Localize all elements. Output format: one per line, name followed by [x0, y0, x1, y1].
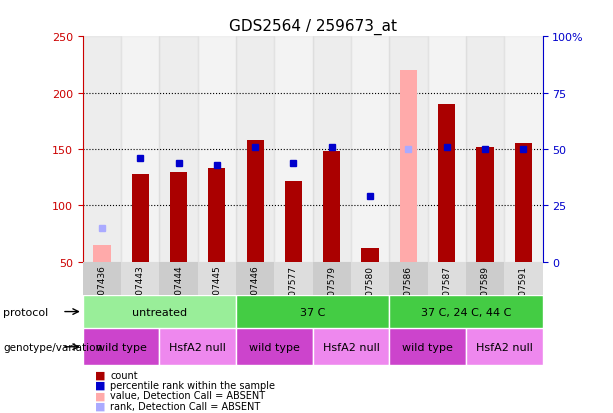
Text: GSM107446: GSM107446	[251, 265, 260, 320]
Bar	[351, 37, 389, 262]
Text: ■: ■	[95, 401, 105, 411]
Text: wild type: wild type	[96, 342, 147, 352]
Text: GSM107580: GSM107580	[365, 265, 375, 320]
Bar	[132, 174, 149, 262]
Text: count: count	[110, 370, 138, 380]
Bar	[389, 328, 466, 366]
Text: GSM107443: GSM107443	[135, 265, 145, 320]
Bar	[246, 141, 264, 262]
Bar	[323, 152, 340, 262]
Text: GSM107577: GSM107577	[289, 265, 298, 320]
Text: GSM107591: GSM107591	[519, 265, 528, 320]
Bar	[285, 181, 302, 262]
Bar	[197, 37, 236, 262]
Bar	[236, 262, 275, 295]
Bar	[438, 105, 455, 262]
Text: HsfA2 null: HsfA2 null	[476, 342, 533, 352]
Text: genotype/variation: genotype/variation	[3, 342, 102, 352]
Text: HsfA2 null: HsfA2 null	[169, 342, 226, 352]
Text: GSM107445: GSM107445	[212, 265, 221, 320]
Text: value, Detection Call = ABSENT: value, Detection Call = ABSENT	[110, 390, 265, 400]
Bar	[389, 262, 428, 295]
Bar	[466, 37, 504, 262]
Bar	[93, 245, 110, 262]
Bar	[236, 37, 275, 262]
Bar	[159, 328, 236, 366]
Text: wild type: wild type	[249, 342, 300, 352]
Text: GSM107436: GSM107436	[97, 265, 107, 320]
Bar	[515, 144, 532, 262]
Bar	[428, 37, 466, 262]
Bar	[389, 295, 543, 328]
Text: ■: ■	[95, 380, 105, 390]
Bar	[159, 37, 197, 262]
Bar	[121, 262, 159, 295]
Bar	[83, 295, 236, 328]
Bar	[83, 328, 159, 366]
Title: GDS2564 / 259673_at: GDS2564 / 259673_at	[229, 18, 397, 34]
Bar	[504, 37, 543, 262]
Bar	[351, 262, 389, 295]
Text: wild type: wild type	[402, 342, 453, 352]
Bar	[197, 262, 236, 295]
Bar	[83, 37, 121, 262]
Text: ■: ■	[95, 390, 105, 400]
Text: untreated: untreated	[132, 307, 187, 317]
Bar	[400, 71, 417, 262]
Bar	[466, 328, 543, 366]
Bar	[389, 37, 428, 262]
Text: ■: ■	[95, 370, 105, 380]
Bar	[313, 37, 351, 262]
Bar	[159, 262, 197, 295]
Bar	[313, 262, 351, 295]
Bar	[170, 172, 187, 262]
Bar	[236, 328, 313, 366]
Bar	[476, 147, 493, 262]
Bar	[121, 37, 159, 262]
Bar	[275, 262, 313, 295]
Bar	[313, 328, 389, 366]
Text: protocol: protocol	[3, 307, 48, 317]
Bar	[275, 37, 313, 262]
Text: GSM107589: GSM107589	[481, 265, 490, 320]
Text: GSM107586: GSM107586	[404, 265, 413, 320]
Bar	[236, 295, 389, 328]
Bar	[466, 262, 504, 295]
Text: GSM107587: GSM107587	[442, 265, 451, 320]
Text: GSM107579: GSM107579	[327, 265, 337, 320]
Bar	[362, 249, 379, 262]
Text: HsfA2 null: HsfA2 null	[322, 342, 379, 352]
Text: GSM107444: GSM107444	[174, 265, 183, 319]
Bar	[504, 262, 543, 295]
Text: percentile rank within the sample: percentile rank within the sample	[110, 380, 275, 390]
Text: rank, Detection Call = ABSENT: rank, Detection Call = ABSENT	[110, 401, 261, 411]
Bar	[83, 262, 121, 295]
Bar	[428, 262, 466, 295]
Text: 37 C, 24 C, 44 C: 37 C, 24 C, 44 C	[421, 307, 511, 317]
Text: 37 C: 37 C	[300, 307, 326, 317]
Bar	[208, 169, 226, 262]
